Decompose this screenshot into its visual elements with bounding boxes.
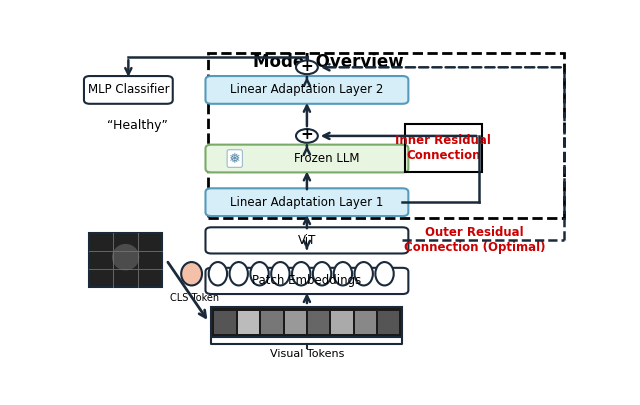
Bar <box>208 53 564 218</box>
Text: ViT: ViT <box>298 234 316 247</box>
Bar <box>238 311 259 334</box>
FancyBboxPatch shape <box>205 268 408 294</box>
Text: Visual Tokens: Visual Tokens <box>269 349 344 359</box>
Ellipse shape <box>181 262 202 286</box>
Bar <box>405 124 482 172</box>
Text: Outer Residual
Connection (Optimal): Outer Residual Connection (Optimal) <box>404 226 545 254</box>
Bar <box>89 232 163 287</box>
Text: Inner Residual
Connection: Inner Residual Connection <box>396 134 492 162</box>
Bar <box>261 311 282 334</box>
Bar <box>355 311 376 334</box>
Text: Model Overview: Model Overview <box>253 53 403 71</box>
Ellipse shape <box>292 262 310 286</box>
Ellipse shape <box>271 262 289 286</box>
Text: Linear Adaptation Layer 2: Linear Adaptation Layer 2 <box>230 83 383 96</box>
Bar <box>211 307 403 337</box>
Ellipse shape <box>313 262 332 286</box>
Ellipse shape <box>209 262 227 286</box>
Text: ❅: ❅ <box>229 151 241 166</box>
Text: MLP Classifier: MLP Classifier <box>88 83 169 96</box>
Text: +: + <box>301 128 314 143</box>
Text: +: + <box>301 59 314 74</box>
Ellipse shape <box>333 262 352 286</box>
Ellipse shape <box>376 262 394 286</box>
Text: CLS Token: CLS Token <box>170 293 219 303</box>
Bar <box>285 311 306 334</box>
Text: “Healthy”: “Healthy” <box>108 119 168 132</box>
Text: Linear Adaptation Layer 1: Linear Adaptation Layer 1 <box>230 196 383 209</box>
Circle shape <box>296 60 318 74</box>
FancyBboxPatch shape <box>205 188 408 216</box>
Ellipse shape <box>250 262 269 286</box>
Ellipse shape <box>230 262 248 286</box>
Bar <box>308 311 330 334</box>
FancyBboxPatch shape <box>205 76 408 104</box>
Bar <box>214 311 236 334</box>
FancyBboxPatch shape <box>84 76 173 104</box>
Ellipse shape <box>112 244 140 271</box>
Text: Patch Embeddings: Patch Embeddings <box>252 275 362 288</box>
Bar <box>378 311 399 334</box>
FancyBboxPatch shape <box>205 227 408 254</box>
Bar <box>332 311 353 334</box>
FancyBboxPatch shape <box>205 145 408 173</box>
Ellipse shape <box>355 262 373 286</box>
Text: Frozen LLM: Frozen LLM <box>294 152 360 165</box>
Circle shape <box>296 129 318 143</box>
